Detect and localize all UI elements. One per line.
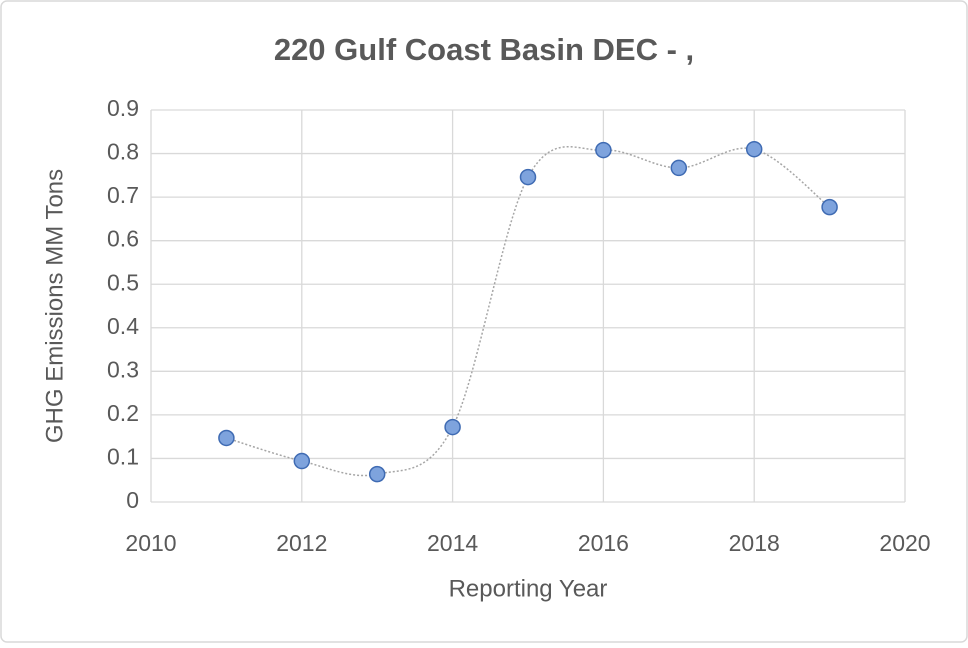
- trend-line: [226, 145, 831, 477]
- x-axis-label: Reporting Year: [449, 575, 608, 602]
- y-tick-label: 0.7: [107, 182, 139, 208]
- x-tick-label: 2018: [729, 530, 780, 556]
- data-point: [519, 168, 537, 186]
- y-tick-label: 0.8: [107, 139, 139, 165]
- x-tick-label: 2016: [578, 530, 629, 556]
- y-tick-label: 0.9: [107, 95, 139, 121]
- data-point: [595, 141, 612, 159]
- y-axis-label: GHG Emissions MM Tons: [41, 169, 68, 443]
- data-point: [670, 159, 688, 177]
- y-tick-label: 0.6: [107, 226, 139, 252]
- chart-title: 220 Gulf Coast Basin DEC - ,: [274, 32, 694, 67]
- data-point: [821, 198, 838, 216]
- x-tick-label: 2020: [879, 530, 930, 556]
- y-tick-label: 0: [126, 487, 139, 513]
- data-point: [444, 418, 461, 436]
- data-point: [368, 465, 386, 483]
- data-point: [218, 429, 235, 447]
- y-tick-label: 0.4: [107, 313, 139, 339]
- y-tick-label: 0.5: [107, 269, 139, 295]
- data-point: [745, 140, 763, 158]
- y-tick-label: 0.1: [107, 444, 139, 470]
- x-tick-label: 2014: [427, 530, 478, 556]
- x-tick-label: 2010: [125, 530, 176, 556]
- x-tick-label: 2012: [276, 530, 327, 556]
- y-tick-label: 0.2: [107, 400, 139, 426]
- y-tick-label: 0.3: [107, 356, 139, 382]
- data-point: [293, 452, 311, 470]
